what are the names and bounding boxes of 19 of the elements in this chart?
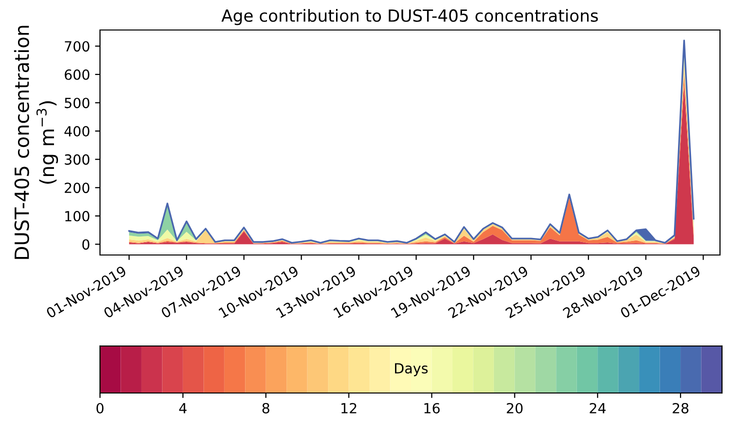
color-bar-label: 16: [424, 402, 440, 414]
color-bar-title: Days: [395, 363, 428, 376]
y-tick-label: 300: [64, 154, 90, 165]
y-tick-label: 600: [64, 69, 90, 80]
y-axis-title: DUST-405 concentration (ng m$^{−3}$): [14, 26, 58, 259]
y-tick-label: 500: [64, 98, 90, 108]
y-tick-label: 200: [64, 182, 90, 194]
color-bar-label: 20: [506, 402, 523, 414]
y-tick-label: 100: [65, 210, 90, 222]
y-tick-label: 400: [64, 126, 90, 137]
color-bar-label: 8: [262, 402, 270, 414]
color-bar-label: 28: [672, 402, 688, 414]
color-bar-label: 4: [179, 403, 187, 414]
y-tick-label: 0: [82, 239, 90, 250]
color-bar-label: 12: [341, 402, 356, 414]
color-bar-label: 0: [96, 402, 104, 414]
color-bar-label: 24: [590, 402, 606, 414]
y-tick-label: 700: [64, 41, 90, 52]
chart-title: Age contribution to DUST-405 concentrations: [221, 9, 598, 26]
